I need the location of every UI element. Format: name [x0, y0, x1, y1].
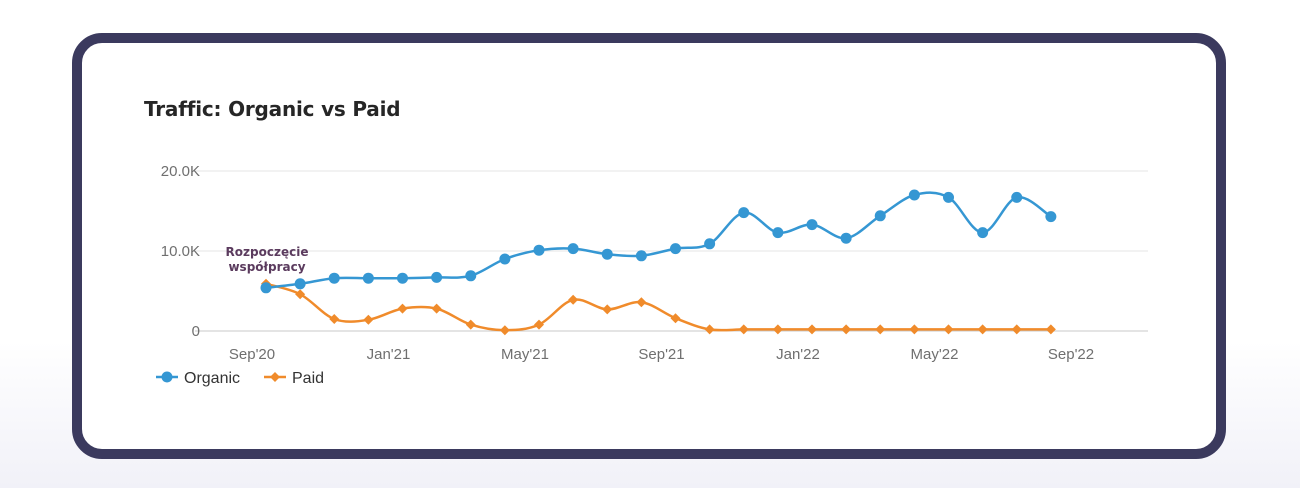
paid-data-point[interactable]: [772, 324, 783, 335]
organic-data-point[interactable]: [704, 238, 716, 250]
x-axis-tick-labels: Sep'20 Jan'21 May'21 Sep'21 Jan'22 May'22 Sep'…: [229, 346, 1094, 363]
x-tick-label: May'21: [501, 346, 549, 363]
x-tick-label: Sep'22: [1048, 346, 1094, 363]
x-tick-label: Sep'20: [229, 346, 275, 363]
x-tick-label: Sep'21: [638, 346, 684, 363]
organic-data-point[interactable]: [294, 278, 306, 290]
paid-data-point[interactable]: [636, 297, 647, 308]
paid-data-point[interactable]: [602, 304, 613, 315]
organic-data-point[interactable]: [499, 253, 511, 265]
paid-data-point[interactable]: [670, 313, 681, 324]
y-tick-label: 20.0K: [161, 163, 200, 180]
organic-data-point[interactable]: [738, 207, 750, 219]
paid-data-point[interactable]: [909, 324, 920, 335]
chart-legend[interactable]: Organic Paid: [156, 370, 324, 387]
chart-title: Traffic: Organic vs Paid: [144, 97, 401, 121]
organic-data-point[interactable]: [260, 282, 272, 294]
chart-card: Traffic: Organic vs Paid: [72, 33, 1226, 459]
organic-data-point[interactable]: [1011, 191, 1023, 203]
paid-data-point[interactable]: [943, 324, 954, 335]
paid-data-point[interactable]: [499, 325, 510, 336]
x-tick-label: Jan'21: [367, 346, 411, 363]
paid-data-point[interactable]: [431, 303, 442, 314]
y-axis-tick-labels: 0 10.0K 20.0K: [161, 163, 200, 340]
organic-data-point[interactable]: [397, 272, 408, 284]
annotation-label: Rozpoczęcie: [226, 245, 309, 259]
paid-data-point[interactable]: [1011, 324, 1022, 335]
y-tick-label: 0: [192, 323, 200, 340]
organic-series-line: [264, 191, 1053, 290]
organic-data-point[interactable]: [328, 272, 340, 284]
paid-data-point[interactable]: [841, 324, 852, 335]
organic-data-point[interactable]: [601, 248, 613, 260]
paid-data-point[interactable]: [295, 289, 306, 300]
series-markers: [260, 189, 1057, 336]
legend-label: Paid: [292, 370, 324, 387]
legend-item-paid[interactable]: Paid: [264, 370, 324, 387]
paid-data-point[interactable]: [1045, 324, 1056, 335]
legend-swatch-marker: [270, 372, 280, 382]
series-lines: [264, 191, 1053, 332]
organic-data-point[interactable]: [806, 219, 818, 231]
organic-data-point[interactable]: [465, 270, 477, 282]
paid-data-point[interactable]: [807, 324, 817, 335]
organic-data-point[interactable]: [840, 232, 852, 244]
organic-data-point[interactable]: [635, 250, 647, 262]
organic-data-point[interactable]: [670, 243, 681, 255]
paid-data-point[interactable]: [568, 294, 579, 305]
x-tick-label: Jan'22: [776, 346, 820, 363]
legend-label: Organic: [184, 370, 240, 387]
paid-data-point[interactable]: [329, 314, 340, 324]
paid-data-point[interactable]: [704, 324, 715, 335]
organic-data-point[interactable]: [943, 191, 954, 203]
paid-series-line: [264, 282, 1053, 332]
organic-data-point[interactable]: [533, 244, 545, 256]
paid-data-point[interactable]: [534, 319, 544, 330]
annotation-label: współpracy: [228, 260, 305, 274]
organic-data-point[interactable]: [874, 210, 886, 222]
organic-data-point[interactable]: [567, 243, 579, 255]
paid-data-point[interactable]: [738, 324, 749, 335]
y-tick-label: 10.0K: [161, 243, 200, 260]
paid-data-point[interactable]: [397, 303, 408, 314]
x-tick-label: May'22: [911, 346, 959, 363]
paid-data-point[interactable]: [875, 324, 886, 335]
organic-data-point[interactable]: [362, 272, 374, 284]
organic-data-point[interactable]: [908, 189, 920, 201]
paid-data-point[interactable]: [363, 314, 374, 325]
organic-data-point[interactable]: [431, 271, 443, 283]
organic-data-point[interactable]: [772, 227, 784, 239]
paid-data-point[interactable]: [977, 324, 988, 335]
paid-data-point[interactable]: [465, 319, 476, 330]
legend-item-organic[interactable]: Organic: [156, 370, 240, 387]
organic-data-point[interactable]: [977, 227, 989, 239]
legend-swatch-marker: [161, 371, 173, 383]
organic-data-point[interactable]: [1045, 211, 1057, 223]
